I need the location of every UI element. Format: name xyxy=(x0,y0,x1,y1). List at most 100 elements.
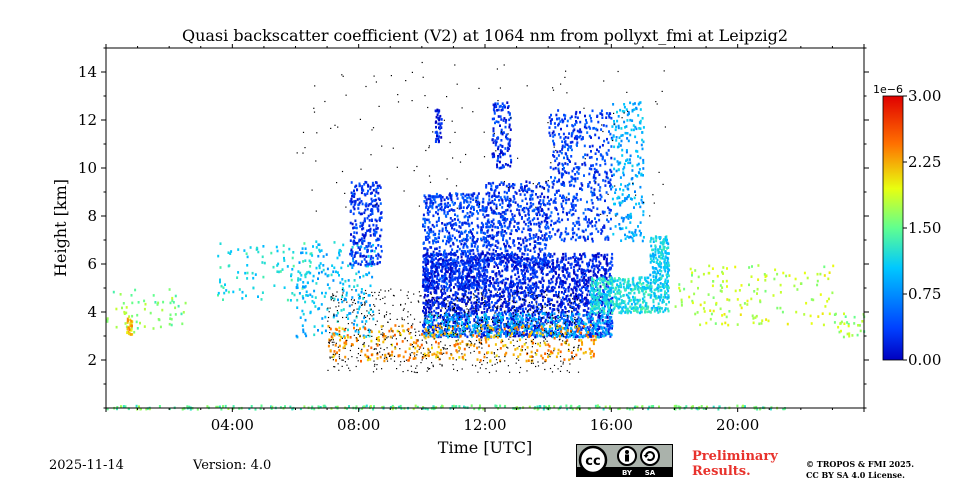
heatmap-cell xyxy=(365,335,368,338)
heatmap-cell xyxy=(466,272,469,276)
heatmap-cell xyxy=(579,300,582,304)
heatmap-cell xyxy=(572,206,575,209)
heatmap-cell xyxy=(450,224,452,227)
heatmap-cell xyxy=(518,209,521,212)
heatmap-cell xyxy=(291,256,294,260)
heatmap-cell xyxy=(440,284,443,288)
heatmap-cell xyxy=(584,163,587,167)
heatmap-cell xyxy=(512,282,515,286)
heatmap-cell xyxy=(586,310,589,314)
heatmap-cell xyxy=(435,125,437,129)
heatmap-cell xyxy=(489,309,492,312)
heatmap-cell xyxy=(516,208,519,211)
heatmap-cell xyxy=(243,249,246,252)
heatmap-cell xyxy=(565,268,567,271)
heatmap-cell xyxy=(484,315,487,319)
heatmap-cell xyxy=(428,272,431,275)
heatmap-cell xyxy=(501,295,504,298)
heatmap-cell xyxy=(469,200,472,204)
heatmap-cell xyxy=(510,285,513,289)
heatmap-cell xyxy=(571,169,574,173)
heatmap-cell xyxy=(467,269,470,272)
heatmap-cell xyxy=(112,290,115,294)
heatmap-cell xyxy=(470,306,473,310)
heatmap-cell xyxy=(570,294,572,297)
heatmap-cell xyxy=(509,154,512,158)
heatmap-cell xyxy=(574,335,577,339)
heatmap-cell xyxy=(537,311,540,315)
heatmap-cell xyxy=(556,180,559,184)
heatmap-cell xyxy=(484,206,487,209)
heatmap-cell xyxy=(501,229,504,232)
heatmap-cell xyxy=(522,241,525,245)
heatmap-cell xyxy=(557,154,560,157)
heatmap-cell xyxy=(524,263,527,266)
heatmap-cell xyxy=(573,295,576,299)
heatmap-cell xyxy=(618,161,621,165)
heatmap-cell xyxy=(512,332,515,335)
heatmap-cell xyxy=(500,118,503,121)
heatmap-cell xyxy=(426,250,429,253)
heatmap-cell xyxy=(535,287,537,291)
heatmap-cell xyxy=(444,260,447,264)
heatmap-cell xyxy=(542,289,545,293)
heatmap-cell xyxy=(609,178,612,182)
heatmap-cell xyxy=(444,273,447,277)
heatmap-cell xyxy=(358,305,361,309)
heatmap-cell xyxy=(506,310,509,314)
heatmap-cell xyxy=(372,260,374,264)
heatmap-cell xyxy=(422,301,425,305)
heatmap-cell xyxy=(565,227,568,230)
heatmap-cell xyxy=(171,296,174,300)
heatmap-cell xyxy=(573,308,576,312)
heatmap-cell xyxy=(591,259,594,263)
heatmap-cell xyxy=(586,131,589,134)
heatmap-cell xyxy=(560,175,563,179)
heatmap-cell xyxy=(500,304,503,308)
heatmap-cell xyxy=(535,233,538,236)
heatmap-cell xyxy=(626,184,629,187)
heatmap-cell xyxy=(555,191,558,194)
heatmap-cell xyxy=(357,270,360,274)
heatmap-cell xyxy=(263,261,266,265)
heatmap-cell xyxy=(599,145,601,149)
heatmap-cell xyxy=(426,300,429,303)
heatmap-cell xyxy=(463,230,466,234)
heatmap-cell xyxy=(628,112,630,116)
heatmap-cell xyxy=(625,125,628,128)
heatmap-cell xyxy=(579,317,582,321)
heatmap-cell xyxy=(437,273,440,276)
heatmap-cell xyxy=(517,227,520,231)
heatmap-cell xyxy=(427,277,430,281)
heatmap-cell xyxy=(492,141,495,144)
heatmap-cell xyxy=(614,225,617,228)
heatmap-cell xyxy=(577,168,580,171)
heatmap-cell xyxy=(503,210,506,214)
heatmap-cell xyxy=(470,265,473,269)
heatmap-cell xyxy=(507,253,509,256)
heatmap-cell xyxy=(531,313,534,316)
heatmap-cell xyxy=(493,202,496,206)
heatmap-cell xyxy=(457,230,460,234)
heatmap-cell xyxy=(501,313,504,317)
heatmap-cell xyxy=(309,265,312,268)
heatmap-cell xyxy=(376,257,379,260)
heatmap-cell xyxy=(437,279,440,282)
heatmap-cell xyxy=(424,323,426,326)
heatmap-cell xyxy=(283,256,285,260)
heatmap-cell xyxy=(552,308,554,311)
heatmap-cell xyxy=(451,262,454,266)
heatmap-cell xyxy=(321,291,323,295)
heatmap-cell xyxy=(292,264,295,268)
heatmap-cell xyxy=(601,116,604,119)
heatmap-cell xyxy=(497,195,500,198)
heatmap-cell xyxy=(510,255,513,259)
heatmap-cell xyxy=(514,283,516,286)
heatmap-cell xyxy=(375,230,378,234)
heatmap-cell xyxy=(477,292,480,295)
heatmap-cell xyxy=(507,227,510,230)
heatmap-cell xyxy=(477,192,480,195)
heatmap-cell xyxy=(608,208,611,211)
heatmap-cell xyxy=(560,238,563,242)
heatmap-cell xyxy=(471,262,474,265)
